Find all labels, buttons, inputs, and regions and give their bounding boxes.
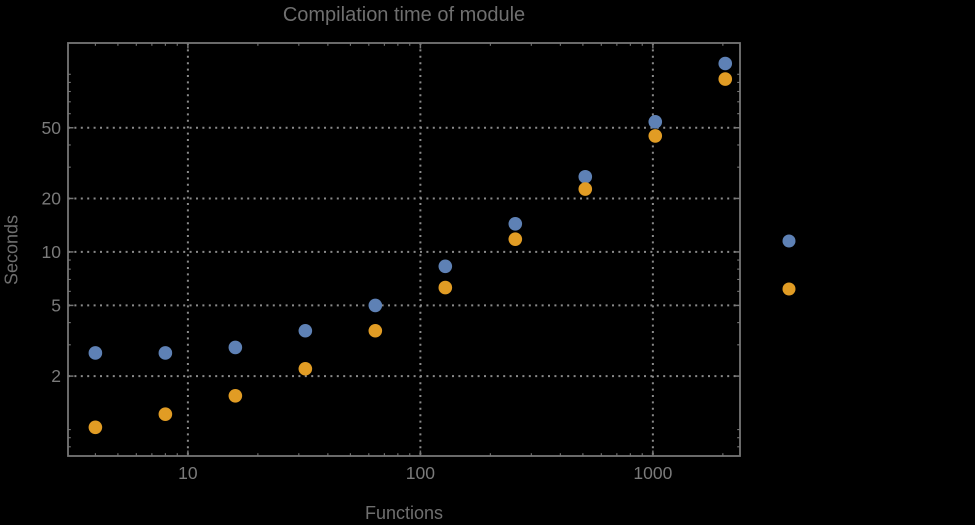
x-tick-label-10: 10 bbox=[178, 463, 198, 483]
data-point-series-2-orange-x128 bbox=[438, 280, 453, 295]
data-point-series-1-blue-x4 bbox=[88, 346, 103, 360]
data-point-series-2-orange-x1024 bbox=[648, 129, 663, 143]
data-point-series-2-orange-x32 bbox=[298, 361, 313, 376]
x-axis-label: Functions bbox=[364, 503, 444, 523]
legend-marker-series-1-blue bbox=[782, 234, 796, 248]
data-point-series-2-orange-x512 bbox=[578, 182, 593, 196]
x-tick-label-100: 100 bbox=[406, 463, 435, 483]
chart-title: Compilation time of module bbox=[282, 4, 526, 26]
data-point-series-1-blue-x32 bbox=[298, 323, 313, 338]
y-tick-label-10: 10 bbox=[42, 242, 62, 262]
legend-marker-series-2-orange bbox=[782, 282, 796, 296]
grid-lines bbox=[68, 43, 740, 456]
plot-frame bbox=[67, 42, 741, 457]
data-point-series-1-blue-x512 bbox=[578, 169, 593, 184]
data-point-series-2-orange-x256 bbox=[508, 232, 523, 246]
data-point-series-2-orange-x2048 bbox=[718, 72, 733, 86]
axis-ticks bbox=[68, 43, 740, 456]
data-point-series-1-blue-x8 bbox=[158, 346, 173, 360]
data-points bbox=[88, 56, 733, 435]
data-point-series-1-blue-x16 bbox=[228, 340, 243, 355]
y-tick-label-20: 20 bbox=[42, 188, 62, 208]
data-point-series-1-blue-x2048 bbox=[718, 56, 733, 71]
data-point-series-1-blue-x256 bbox=[508, 216, 523, 231]
x-tick-label-1000: 1000 bbox=[633, 463, 672, 483]
tick-labels: 10 100 1000 2 5 10 20 50 bbox=[42, 118, 673, 483]
y-tick-label-5: 5 bbox=[51, 295, 61, 315]
data-point-series-1-blue-x128 bbox=[438, 259, 453, 274]
data-point-series-2-orange-x4 bbox=[88, 420, 103, 435]
legend-markers bbox=[782, 234, 796, 296]
data-point-series-2-orange-x64 bbox=[368, 323, 383, 338]
y-tick-label-2: 2 bbox=[51, 366, 61, 386]
frame-rect bbox=[67, 42, 741, 457]
data-point-series-1-blue-x64 bbox=[368, 298, 383, 313]
data-point-series-2-orange-x16 bbox=[228, 388, 243, 403]
data-point-series-1-blue-x1024 bbox=[648, 115, 663, 129]
y-tick-label-50: 50 bbox=[42, 118, 62, 138]
data-point-series-2-orange-x8 bbox=[158, 407, 173, 422]
